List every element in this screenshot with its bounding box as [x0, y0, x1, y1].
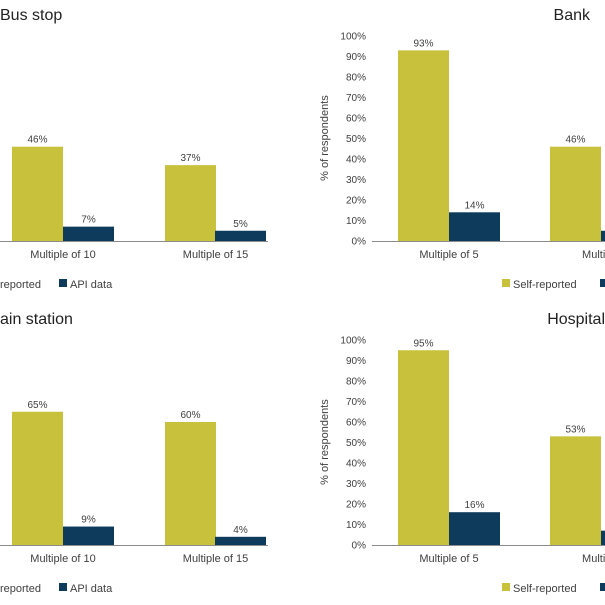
y-tick-label: 70% [346, 397, 366, 408]
panel-title: Bank [554, 7, 591, 24]
y-tick-label: 30% [346, 175, 366, 186]
y-tick-label: 40% [346, 459, 366, 470]
legend-swatch-self-reported [502, 583, 510, 591]
y-tick-label: 100% [340, 336, 366, 347]
panel-train-station: ain station 65% 60% 9% 4% Multiple of 10 Multi… [0, 311, 268, 595]
x-tick-label: Multiple of 5 [419, 553, 478, 565]
x-tick-label: Multiple of 15 [183, 553, 248, 565]
y-tick-label: 70% [346, 93, 366, 104]
legend-swatch-api-data [600, 583, 605, 591]
bar-self-reported [12, 146, 63, 241]
bar-api-data [601, 530, 605, 545]
y-tick-label: 10% [346, 216, 366, 227]
bar-api-data [215, 230, 266, 241]
y-tick-label: 20% [346, 196, 366, 207]
data-label: 93% [413, 38, 433, 49]
x-tick-label: Multiple of 5 [419, 249, 478, 261]
y-tick-label: 60% [346, 114, 366, 125]
y-tick-label: 0% [352, 237, 367, 248]
y-tick-label: 50% [346, 438, 366, 449]
panel-bus-stop: Bus stop 46% 37% 7% 5% Multiple of 10 Multiple… [0, 7, 268, 291]
panel-title: ain station [0, 311, 73, 328]
data-label: 46% [27, 135, 47, 146]
legend: reported API data [0, 583, 113, 595]
data-label: 4% [233, 525, 248, 536]
y-axis-label: % of respondents [319, 95, 331, 181]
data-label: 95% [413, 338, 433, 349]
panel-bank: Bank 0% 10% 20% 30% 40% 50% 60% 70% 80% 90% 100% % o… [319, 7, 605, 291]
data-label: 65% [27, 400, 47, 411]
data-label: 60% [180, 410, 200, 421]
y-tick-label: 100% [340, 32, 366, 43]
panel-title: Hospital [547, 311, 605, 328]
bar-self-reported [398, 50, 449, 241]
legend-label: reported [0, 279, 41, 291]
legend-swatch-api-data [59, 583, 67, 591]
panel-title: Bus stop [0, 7, 62, 24]
legend-label: API data [70, 279, 113, 291]
legend-label: API data [70, 583, 113, 595]
data-label: 9% [81, 515, 96, 526]
bar-api-data [63, 226, 114, 241]
panel-hospital: Hospital 0% 10% 20% 30% 40% 50% 60% 70% 80% 90% 100… [319, 311, 605, 595]
x-tick-label: Multiple [582, 553, 605, 565]
y-tick-label: 80% [346, 377, 366, 388]
x-tick-label: Multiple [582, 249, 605, 261]
bar-api-data [601, 230, 605, 241]
bar-self-reported [550, 146, 601, 241]
bar-api-data [215, 536, 266, 545]
legend: Self-reported [502, 279, 605, 291]
data-label: 53% [565, 424, 585, 435]
x-tick-label: Multiple of 15 [183, 249, 248, 261]
legend-swatch-api-data [600, 279, 605, 287]
bar-self-reported [12, 411, 63, 545]
y-axis-label: % of respondents [319, 399, 331, 485]
data-label: 14% [464, 200, 484, 211]
y-tick-label: 30% [346, 479, 366, 490]
y-tick-label: 0% [352, 541, 367, 552]
bar-self-reported [398, 350, 449, 545]
y-tick-label: 60% [346, 418, 366, 429]
legend-swatch-api-data [59, 279, 67, 287]
y-tick-label: 50% [346, 134, 366, 145]
y-tick-label: 20% [346, 500, 366, 511]
legend-label: reported [0, 583, 41, 595]
y-tick-label: 80% [346, 73, 366, 84]
bar-api-data [449, 512, 500, 545]
data-label: 5% [233, 219, 248, 230]
data-label: 16% [464, 500, 484, 511]
y-tick-label: 10% [346, 520, 366, 531]
legend-label: Self-reported [513, 279, 577, 291]
legend: reported API data [0, 279, 113, 291]
legend-label: Self-reported [513, 583, 577, 595]
legend-swatch-self-reported [502, 279, 510, 287]
y-tick-label: 40% [346, 155, 366, 166]
bar-api-data [63, 526, 114, 545]
bar-self-reported [550, 436, 601, 545]
data-label: 7% [81, 215, 96, 226]
bar-self-reported [165, 422, 216, 545]
x-tick-label: Multiple of 10 [30, 249, 95, 261]
data-label: 46% [565, 135, 585, 146]
x-tick-label: Multiple of 10 [30, 553, 95, 565]
bar-api-data [449, 212, 500, 241]
bar-self-reported [165, 165, 216, 241]
y-tick-label: 90% [346, 356, 366, 367]
legend: Self-reported [502, 583, 605, 595]
data-label: 37% [180, 153, 200, 164]
y-tick-label: 90% [346, 52, 366, 63]
